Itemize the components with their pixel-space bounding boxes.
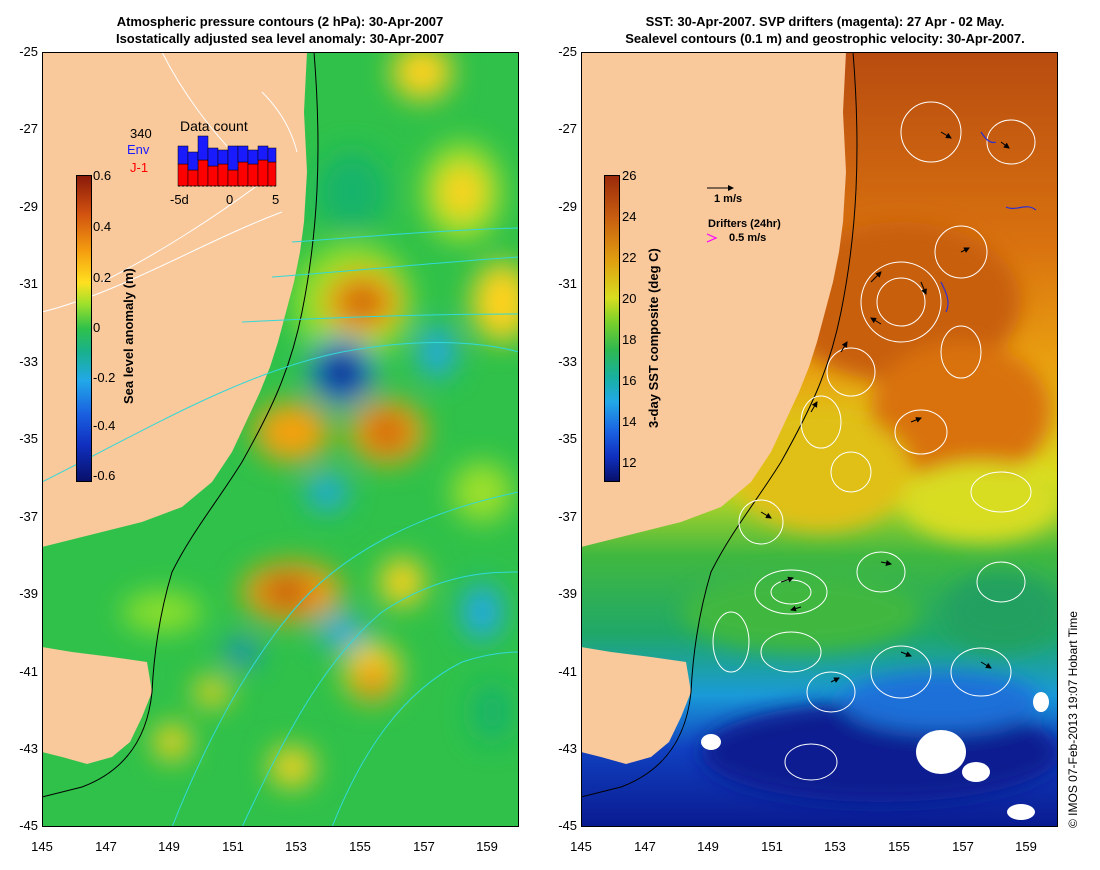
data-count-histogram <box>177 135 277 187</box>
left-ytick: -43 <box>19 741 38 756</box>
left-xtick: 153 <box>285 839 307 854</box>
right-ytick: -33 <box>558 354 577 369</box>
left-ytick: -39 <box>19 586 38 601</box>
right-xtick: 159 <box>1015 839 1037 854</box>
left-ytick: -31 <box>19 276 38 291</box>
right-cbar-tick-6: 14 <box>622 414 637 429</box>
left-cbar-tick-2: 0.2 <box>93 270 112 285</box>
right-cbar-tick-3: 20 <box>622 291 637 306</box>
right-ytick: -39 <box>558 586 577 601</box>
right-xtick: 145 <box>570 839 592 854</box>
right-ytick: -25 <box>558 44 577 59</box>
data-count-xtick-0: -5d <box>170 192 189 207</box>
left-ytick: -45 <box>19 818 38 833</box>
imos-credit: © IMOS 07-Feb-2013 19:07 Hobart Time <box>1066 611 1080 828</box>
right-colorbar-label: 3-day SST composite (deg C) <box>646 248 661 428</box>
right-ytick: -41 <box>558 664 577 679</box>
data-count-title: Data count <box>180 118 248 134</box>
right-xtick: 147 <box>634 839 656 854</box>
left-xtick: 145 <box>31 839 53 854</box>
right-title-line1: SST: 30-Apr-2007. SVP drifters (magenta)… <box>645 14 1005 29</box>
drifters-label: Drifters (24hr) <box>708 218 781 230</box>
right-xtick: 151 <box>761 839 783 854</box>
right-cbar-tick-4: 18 <box>622 332 637 347</box>
left-ytick: -25 <box>19 44 38 59</box>
right-ytick: -45 <box>558 818 577 833</box>
right-colorbar <box>604 175 620 482</box>
left-ytick: -33 <box>19 354 38 369</box>
data-count-xtick-1: 0 <box>226 192 234 207</box>
data-count-value: 340 <box>130 126 152 141</box>
right-ytick: -35 <box>558 431 577 446</box>
right-cbar-tick-2: 22 <box>622 250 637 265</box>
left-xtick: 151 <box>222 839 244 854</box>
right-cbar-tick-5: 16 <box>622 373 637 388</box>
right-cbar-tick-0: 26 <box>622 168 637 183</box>
right-ytick: -43 <box>558 741 577 756</box>
right-cbar-tick-7: 12 <box>622 455 637 470</box>
left-cbar-tick-1: 0.4 <box>93 219 112 234</box>
drifter-symbol <box>706 233 718 243</box>
left-title-line1: Atmospheric pressure contours (2 hPa): 3… <box>116 14 444 29</box>
left-colorbar-label: Sea level anomaly (m) <box>121 268 136 404</box>
right-xtick: 155 <box>888 839 910 854</box>
left-ytick: -37 <box>19 509 38 524</box>
data-count-env-label: Env <box>127 142 150 157</box>
left-xtick: 157 <box>413 839 435 854</box>
right-sst-map <box>581 52 1058 827</box>
left-colorbar <box>76 175 92 482</box>
left-xtick: 149 <box>158 839 180 854</box>
right-xtick: 149 <box>697 839 719 854</box>
left-ytick: -35 <box>19 431 38 446</box>
left-sea-level-map <box>42 52 519 827</box>
right-xtick: 153 <box>824 839 846 854</box>
left-cbar-tick-0: 0.6 <box>93 168 112 183</box>
left-xtick: 147 <box>95 839 117 854</box>
left-title-line2: Isostatically adjusted sea level anomaly… <box>115 31 445 46</box>
left-cbar-tick-5: -0.4 <box>93 418 116 433</box>
right-cbar-tick-1: 24 <box>622 209 637 224</box>
left-ytick: -29 <box>19 199 38 214</box>
left-ytick: -27 <box>19 121 38 136</box>
left-cbar-tick-4: -0.2 <box>93 370 116 385</box>
left-xtick: 159 <box>476 839 498 854</box>
left-cbar-tick-6: -0.6 <box>93 468 116 483</box>
left-ytick: -41 <box>19 664 38 679</box>
right-ytick: -27 <box>558 121 577 136</box>
right-xtick: 157 <box>952 839 974 854</box>
left-cbar-tick-3: 0 <box>93 320 101 335</box>
right-ytick: -29 <box>558 199 577 214</box>
right-title-line2: Sealevel contours (0.1 m) and geostrophi… <box>625 31 1025 46</box>
left-xtick: 155 <box>349 839 371 854</box>
data-count-xtick-2: 5 <box>272 192 280 207</box>
right-ytick: -37 <box>558 509 577 524</box>
data-count-j1-label: J-1 <box>130 160 149 175</box>
drifter-speed-label: 0.5 m/s <box>729 232 767 244</box>
right-ytick: -31 <box>558 276 577 291</box>
velocity-key-label: 1 m/s <box>714 193 743 205</box>
